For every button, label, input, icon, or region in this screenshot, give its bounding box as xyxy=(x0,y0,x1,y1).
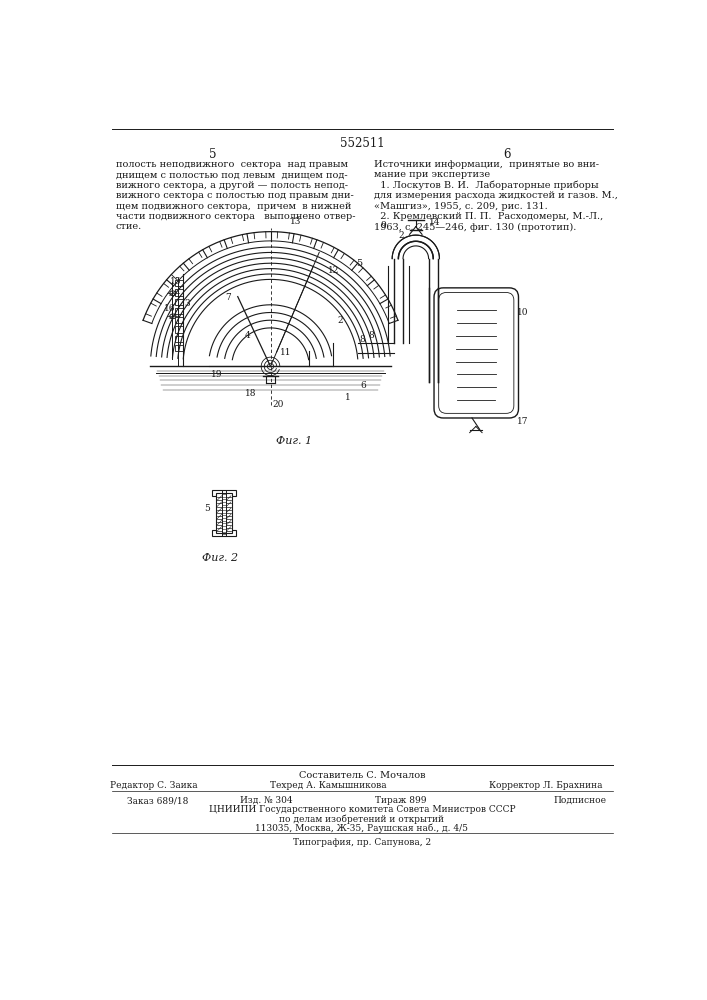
Text: Корректор Л. Брахнина: Корректор Л. Брахнина xyxy=(489,781,602,790)
Bar xyxy=(175,336,183,342)
Text: вижного сектора с полостью под правым дни-: вижного сектора с полостью под правым дн… xyxy=(115,191,354,200)
Text: щем подвижного сектора,  причем  в нижней: щем подвижного сектора, причем в нижней xyxy=(115,202,351,211)
Text: Техред А. Камышникова: Техред А. Камышникова xyxy=(270,781,387,790)
Text: 1: 1 xyxy=(345,393,351,402)
Text: 16: 16 xyxy=(164,304,175,313)
Bar xyxy=(175,345,183,351)
Bar xyxy=(216,493,232,533)
Text: стие.: стие. xyxy=(115,222,141,231)
Text: 3: 3 xyxy=(184,299,189,308)
Text: 6: 6 xyxy=(361,381,366,390)
Bar xyxy=(211,530,236,536)
Text: днищем с полостью под левым  днищем под-: днищем с полостью под левым днищем под- xyxy=(115,170,347,179)
Text: Типография, пр. Сапунова, 2: Типография, пр. Сапунова, 2 xyxy=(293,838,431,847)
Text: 2. Кремлевский П. П.  Расходомеры, М.-Л.,: 2. Кремлевский П. П. Расходомеры, М.-Л., xyxy=(373,212,603,221)
Text: части подвижного сектора   выполнено отвер-: части подвижного сектора выполнено отвер… xyxy=(115,212,355,221)
Text: Изд. № 304: Изд. № 304 xyxy=(240,796,292,805)
Text: «Машгиз», 1955, с. 209, рис. 131.: «Машгиз», 1955, с. 209, рис. 131. xyxy=(373,202,547,211)
Text: ЦНИИПИ Государственного комитета Совета Министров СССР: ЦНИИПИ Государственного комитета Совета … xyxy=(209,805,515,814)
Text: 7: 7 xyxy=(225,293,230,302)
Bar xyxy=(175,317,183,323)
Text: вижного сектора, а другой — полость непод-: вижного сектора, а другой — полость непо… xyxy=(115,181,348,190)
Text: Источники информации,  принятые во вни-: Источники информации, принятые во вни- xyxy=(373,160,599,169)
Text: Фиг. 1: Фиг. 1 xyxy=(276,436,312,446)
Text: 15: 15 xyxy=(170,277,182,286)
Text: для измерения расхода жидкостей и газов. М.,: для измерения расхода жидкостей и газов.… xyxy=(373,191,617,200)
FancyBboxPatch shape xyxy=(434,288,518,418)
Text: 19: 19 xyxy=(211,370,222,379)
Text: 552511: 552511 xyxy=(339,137,385,150)
Text: 13: 13 xyxy=(290,217,301,226)
Text: 2: 2 xyxy=(337,316,343,325)
Bar xyxy=(175,299,183,305)
Bar xyxy=(175,326,183,333)
Text: Заказ 689/18: Заказ 689/18 xyxy=(127,796,189,805)
Text: 113035, Москва, Ж-35, Раушская наб., д. 4/5: 113035, Москва, Ж-35, Раушская наб., д. … xyxy=(255,824,469,833)
Text: 10: 10 xyxy=(518,308,529,317)
Text: Подписное: Подписное xyxy=(554,796,607,805)
Text: Тираж 899: Тираж 899 xyxy=(375,796,426,805)
Text: 4: 4 xyxy=(245,331,250,340)
Text: 17: 17 xyxy=(518,417,529,426)
Bar xyxy=(175,280,183,286)
Text: 11: 11 xyxy=(280,348,292,357)
Text: 1963, с. 245—246, фиг. 130 (прототип).: 1963, с. 245—246, фиг. 130 (прототип). xyxy=(373,222,576,232)
Text: 5: 5 xyxy=(356,259,363,268)
Bar xyxy=(211,490,236,496)
Text: мание при экспертизе: мание при экспертизе xyxy=(373,170,490,179)
Text: 8: 8 xyxy=(368,331,374,340)
Ellipse shape xyxy=(170,314,176,319)
Text: 5: 5 xyxy=(209,148,216,161)
Text: Редактор С. Заика: Редактор С. Заика xyxy=(110,781,198,790)
Text: 20: 20 xyxy=(273,400,284,409)
Text: 6: 6 xyxy=(503,148,510,161)
Text: 5: 5 xyxy=(204,504,210,513)
Text: 18: 18 xyxy=(245,389,257,398)
Text: по делам изобретений и открытий: по делам изобретений и открытий xyxy=(279,815,445,824)
Text: 14: 14 xyxy=(429,218,441,227)
Text: 1. Лоскутов В. И.  Лабораторные приборы: 1. Лоскутов В. И. Лабораторные приборы xyxy=(373,181,598,190)
Bar xyxy=(175,289,183,296)
Ellipse shape xyxy=(170,291,176,296)
Text: 9: 9 xyxy=(380,221,386,230)
Text: Составитель С. Мочалов: Составитель С. Мочалов xyxy=(298,771,425,780)
Text: 12: 12 xyxy=(328,266,340,275)
FancyBboxPatch shape xyxy=(438,292,514,413)
Bar xyxy=(175,308,183,314)
Text: 8: 8 xyxy=(359,335,365,344)
Text: полость неподвижного  сектора  над правым: полость неподвижного сектора над правым xyxy=(115,160,348,169)
Text: 2: 2 xyxy=(399,231,404,240)
Text: Фиг. 2: Фиг. 2 xyxy=(202,553,238,563)
